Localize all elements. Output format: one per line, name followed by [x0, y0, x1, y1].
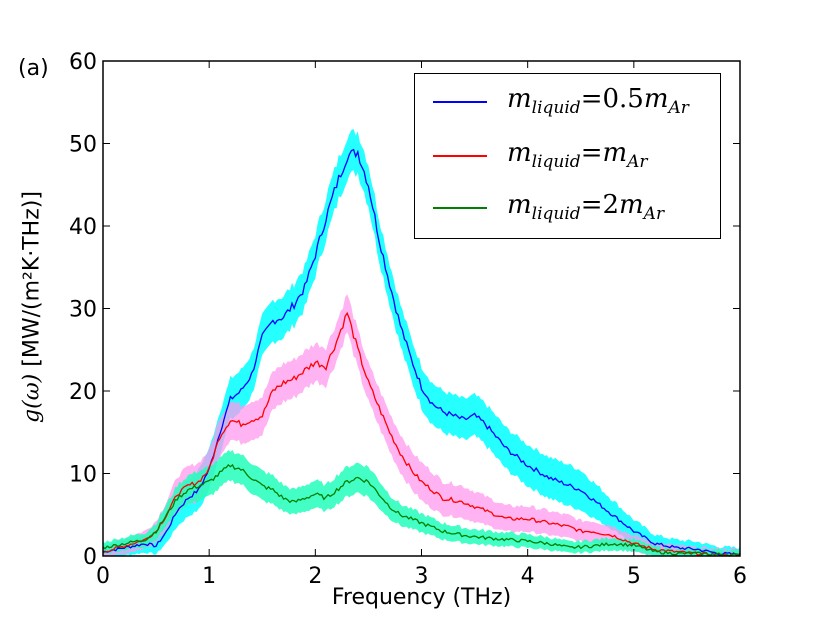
band-green — [103, 450, 740, 556]
x-tick-label: 4 — [521, 564, 535, 589]
x-tick-label: 1 — [202, 564, 216, 589]
x-tick-label: 6 — [733, 564, 747, 589]
confidence-bands — [103, 129, 740, 556]
y-tick-label: 30 — [69, 298, 97, 323]
y-axis-label-units: [MW/(m²K·THz)] — [19, 191, 45, 367]
legend: mliquid=0.5mAr mliquid=mAr mliquid=2mAr — [414, 73, 721, 239]
y-tick-label: 10 — [69, 463, 97, 488]
series-line-green — [102, 463, 741, 557]
y-tick-label: 40 — [69, 215, 97, 240]
legend-entry-green: mliquid=2mAr — [415, 188, 720, 228]
legend-entry-red: mliquid=mAr — [415, 136, 720, 176]
y-axis-label-math: g(ω) — [19, 373, 45, 423]
x-tick-label: 5 — [627, 564, 641, 589]
x-axis-label: Frequency (THz) — [331, 585, 512, 610]
panel-label: (a) — [18, 56, 49, 81]
y-tick-label: 20 — [69, 380, 97, 405]
x-tick-label: 3 — [415, 564, 429, 589]
series-lines — [102, 148, 741, 557]
axis-ticks — [102, 60, 741, 557]
x-tick-label: 0 — [96, 564, 110, 589]
y-tick-label: 50 — [69, 133, 97, 158]
y-tick-label: 60 — [69, 50, 97, 75]
legend-line-red — [433, 155, 487, 157]
band-red — [103, 294, 740, 556]
legend-line-green — [433, 207, 487, 209]
x-tick-label: 2 — [308, 564, 322, 589]
legend-entry-blue: mliquid=0.5mAr — [415, 82, 720, 122]
legend-line-blue — [433, 101, 487, 103]
y-tick-label: 0 — [83, 545, 97, 570]
